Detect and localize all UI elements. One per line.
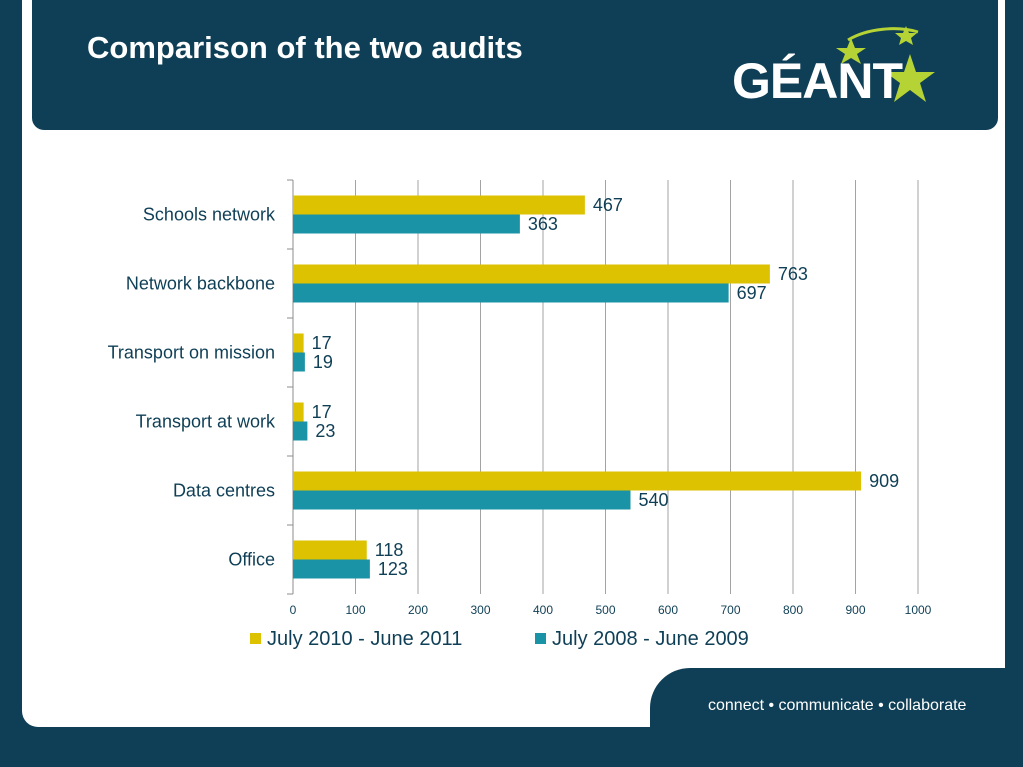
legend-swatch-2008 <box>535 633 546 644</box>
data-label: 17 <box>312 333 332 353</box>
x-tick-label: 0 <box>290 603 297 617</box>
data-label: 763 <box>778 264 808 284</box>
bar <box>293 264 770 284</box>
category-label: Schools network <box>143 205 276 225</box>
data-label: 19 <box>313 352 333 372</box>
data-label: 23 <box>315 421 335 441</box>
geant-logo: GÉANT <box>732 53 903 109</box>
footer-band <box>650 668 1023 767</box>
category-label: Data centres <box>173 481 275 501</box>
legend-item-2008: July 2008 - June 2009 <box>535 628 749 651</box>
x-tick-label: 100 <box>345 603 365 617</box>
bar <box>293 559 370 579</box>
bar <box>293 421 308 441</box>
bar <box>293 490 631 510</box>
bar <box>293 471 862 491</box>
data-label: 540 <box>639 490 669 510</box>
geant-star-icon <box>836 26 935 102</box>
data-label: 17 <box>312 402 332 422</box>
bar <box>293 540 367 560</box>
x-tick-label: 400 <box>533 603 553 617</box>
category-label: Transport on mission <box>108 343 275 363</box>
data-label: 467 <box>593 195 623 215</box>
legend-swatch-2010 <box>250 633 261 644</box>
category-label: Transport at work <box>136 412 276 432</box>
bar <box>293 333 304 353</box>
x-tick-label: 1000 <box>905 603 932 617</box>
x-tick-label: 700 <box>720 603 740 617</box>
x-tick-label: 600 <box>658 603 678 617</box>
bar <box>293 214 520 234</box>
bar <box>293 195 585 215</box>
data-label: 363 <box>528 214 558 234</box>
bar <box>293 352 305 372</box>
footer-tagline: connect • communicate • collaborate <box>708 697 967 714</box>
slide-title: Comparison of the two audits <box>87 30 523 65</box>
x-tick-label: 500 <box>595 603 615 617</box>
data-label: 123 <box>378 559 408 579</box>
data-label: 909 <box>869 471 899 491</box>
category-label: Office <box>228 550 275 570</box>
x-tick-label: 900 <box>845 603 865 617</box>
legend-label-2008: July 2008 - June 2009 <box>552 628 749 650</box>
x-tick-label: 300 <box>470 603 490 617</box>
x-tick-label: 200 <box>408 603 428 617</box>
data-label: 697 <box>737 283 767 303</box>
bar <box>293 402 304 422</box>
legend-label-2010: July 2010 - June 2011 <box>267 628 463 650</box>
header-band <box>32 0 998 130</box>
category-label: Network backbone <box>126 274 275 294</box>
legend-item-2010: July 2010 - June 2011 <box>250 628 462 651</box>
data-label: 118 <box>375 540 404 560</box>
bar <box>293 283 729 303</box>
x-tick-label: 800 <box>783 603 803 617</box>
